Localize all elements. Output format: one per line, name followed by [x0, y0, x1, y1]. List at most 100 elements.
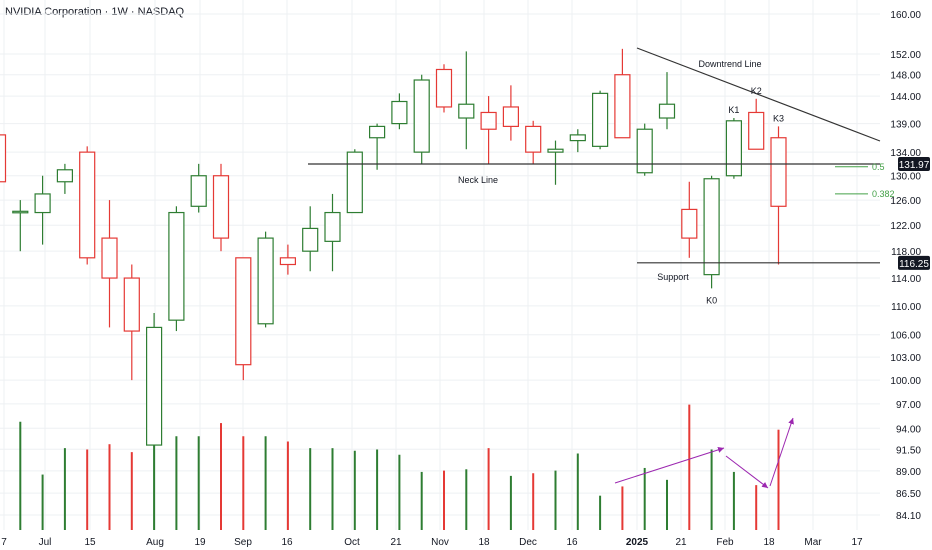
candles: [0, 48, 787, 446]
x-axis: 7 Jul 15 Aug 19 Sep 16 Oct 21 Nov 18 Dec 16 2025 21 Feb…: [1, 537, 863, 548]
candle-body: [56, 169, 74, 183]
y-tick-label: 152.00: [890, 50, 921, 61]
x-tick-label: Dec: [519, 537, 537, 548]
candle-body: [346, 151, 363, 214]
x-tick-label: Aug: [146, 537, 164, 548]
candle-body: [636, 128, 653, 174]
volume-arrow: [614, 446, 725, 484]
volume-arrow: [769, 417, 794, 487]
candle-body: [0, 134, 7, 183]
x-tick-label: 21: [675, 537, 687, 548]
candle-label: K0: [706, 295, 717, 305]
price-tag: [898, 255, 930, 270]
candle-body: [525, 125, 542, 153]
candle-body: [302, 227, 319, 252]
x-tick-label: Sep: [234, 537, 252, 548]
candle-body: [279, 257, 296, 266]
price-tag-label: 131.97: [899, 160, 930, 171]
candle-body: [502, 106, 519, 128]
y-tick-label: 94.00: [896, 424, 921, 435]
x-tick-label: 18: [478, 537, 490, 548]
candle-body: [123, 277, 140, 332]
candle-label: K1: [728, 105, 739, 115]
y-tick-label: 118.00: [891, 247, 921, 258]
x-tick-label: 7: [1, 537, 7, 548]
candle-body: [413, 79, 430, 153]
candle-body: [212, 175, 230, 239]
candle-body: [324, 211, 341, 242]
chart-title: NVIDIA Corporation · 1W · NASDAQ: [5, 6, 185, 18]
candle-body: [658, 103, 676, 119]
candle-label: K3: [773, 113, 784, 123]
volume-arrow: [725, 455, 769, 489]
candle-body: [101, 237, 118, 279]
price-tag: [898, 157, 930, 172]
y-tick-label: 134.00: [890, 148, 921, 159]
candle-body: [770, 137, 787, 207]
y-tick-label: 89.00: [896, 467, 921, 478]
x-tick-label: Jul: [39, 537, 52, 548]
candle-body: [725, 120, 743, 177]
candle-body: [547, 148, 564, 153]
y-tick-label: 139.00: [890, 120, 921, 131]
y-tick-label: 114.00: [891, 274, 921, 285]
y-tick-label: 110.00: [891, 302, 921, 313]
candle-body: [480, 111, 497, 130]
x-tick-label: 16: [566, 537, 578, 548]
candle-body: [12, 210, 29, 214]
candle-body: [146, 326, 163, 446]
candle-body: [369, 125, 386, 139]
candle-body: [435, 68, 453, 108]
fib-label: 0.5: [872, 162, 885, 172]
x-tick-label: 2025: [626, 537, 649, 548]
y-tick-label: 97.00: [896, 400, 921, 411]
candle-body: [168, 211, 185, 321]
x-tick-label: 17: [851, 537, 863, 548]
candle-body: [681, 208, 698, 239]
downtrend-line-label: Downtrend Line: [698, 59, 761, 69]
x-tick-label: 21: [390, 537, 402, 548]
trend-lines: [308, 47, 881, 264]
candle-body: [569, 134, 586, 142]
annotations: Neck Line Support Downtrend Line 0.5 0.382 K0…: [458, 59, 895, 489]
x-tick-label: Nov: [431, 537, 449, 548]
y-tick-label: 130.00: [890, 172, 921, 183]
fib-label: 0.382: [872, 189, 895, 199]
candle-body: [458, 103, 475, 119]
x-tick-label: 18: [763, 537, 775, 548]
candle-body: [591, 92, 609, 147]
support-label: Support: [657, 272, 689, 282]
y-tick-label: 160.00: [890, 10, 921, 21]
candle-body: [703, 178, 720, 276]
x-tick-label: Oct: [344, 537, 360, 548]
y-tick-label: 122.00: [890, 221, 921, 232]
x-tick-label: 15: [84, 537, 96, 548]
candle-body: [34, 193, 51, 214]
candle-body: [190, 175, 207, 207]
y-tick-label: 144.00: [890, 92, 921, 103]
volume-bars: [19, 398, 780, 530]
y-tick-label: 86.50: [896, 489, 921, 500]
neck-line-label: Neck Line: [458, 175, 498, 185]
candle-body: [79, 151, 96, 259]
candle-body: [614, 74, 631, 139]
candle-body: [391, 100, 408, 125]
candle-label: K2: [751, 86, 762, 96]
y-tick-label: 103.00: [890, 353, 921, 364]
candle-body: [257, 237, 274, 325]
candle-body: [235, 257, 252, 366]
x-tick-label: Feb: [716, 537, 734, 548]
y-tick-label: 100.00: [890, 376, 921, 387]
price-tag-label: 116.25: [899, 259, 929, 270]
y-tick-label: 126.00: [890, 196, 921, 207]
y-tick-label: 148.00: [890, 71, 921, 82]
y-tick-label: 84.10: [896, 511, 921, 522]
y-tick-label: 106.00: [890, 331, 921, 342]
y-axis: 160.00 152.00 148.00 144.00 139.00 134.00 130.…: [890, 10, 930, 522]
downtrend-line: [636, 47, 881, 142]
x-tick-label: 16: [281, 537, 293, 548]
x-tick-label: Mar: [804, 537, 822, 548]
x-tick-label: 19: [194, 537, 206, 548]
y-tick-label: 91.50: [896, 445, 921, 456]
